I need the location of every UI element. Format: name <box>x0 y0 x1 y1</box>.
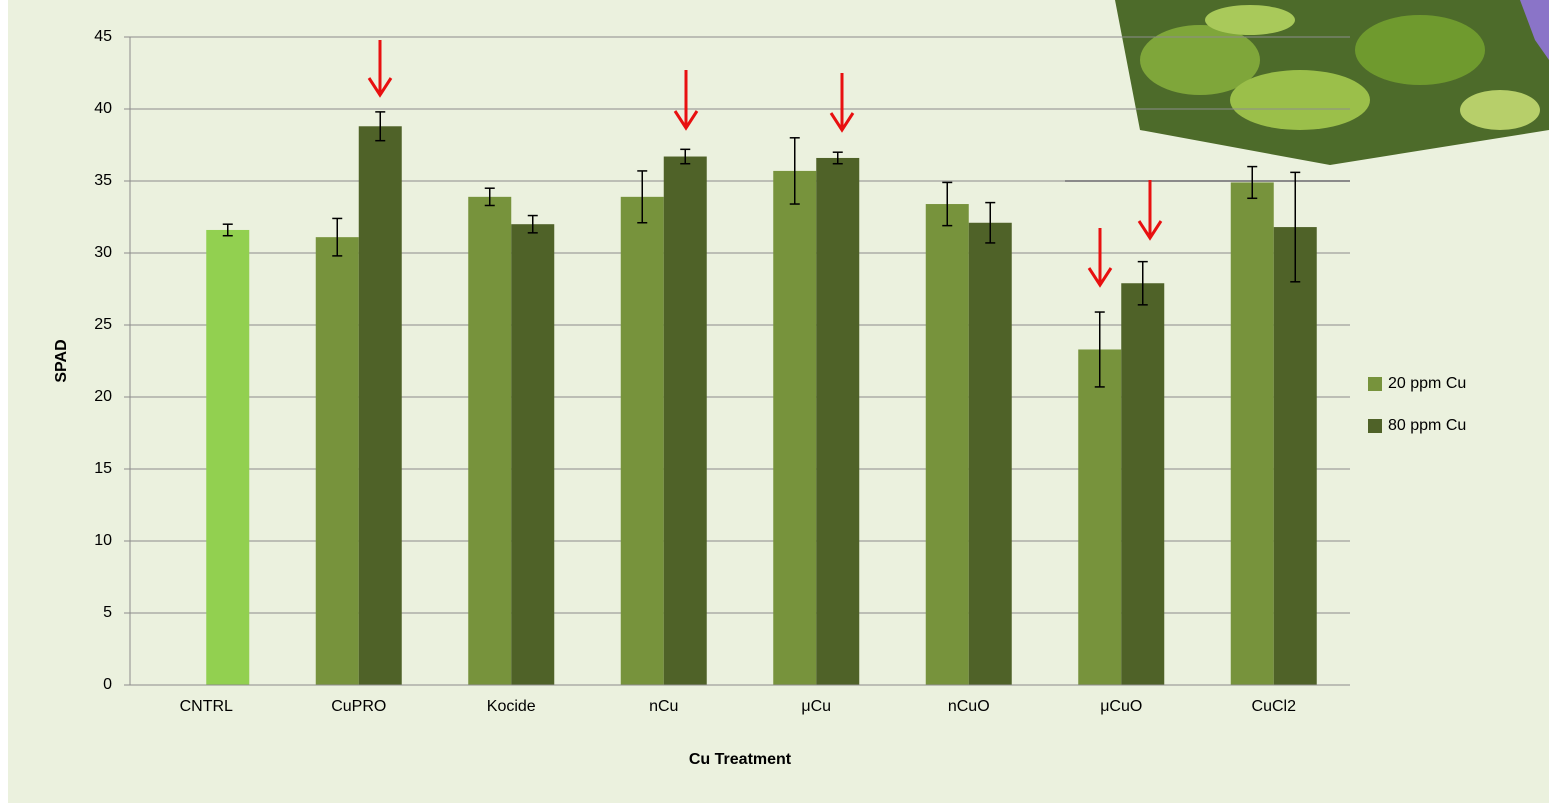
x-tick-label: CNTRL <box>180 698 233 715</box>
bar <box>968 222 1012 685</box>
bar <box>1078 349 1122 685</box>
error-bar <box>942 181 953 227</box>
legend-label: 80 ppm Cu <box>1388 417 1466 434</box>
bar <box>206 229 250 685</box>
x-tick-label: CuCl2 <box>1252 698 1297 715</box>
error-bar <box>1290 171 1301 283</box>
y-tick-label: 20 <box>94 388 112 405</box>
bar <box>1273 227 1317 685</box>
x-tick-label: nCuO <box>948 698 990 715</box>
error-bar <box>789 137 800 205</box>
y-tick-label: 40 <box>94 100 112 117</box>
bar <box>511 224 555 685</box>
error-bar <box>527 214 538 234</box>
y-tick-label: 25 <box>94 316 112 333</box>
bar <box>925 204 969 686</box>
bar <box>1121 283 1165 685</box>
y-tick-label: 45 <box>94 28 112 45</box>
legend-swatch <box>1368 419 1382 433</box>
error-bar <box>985 201 996 244</box>
x-axis-label: Cu Treatment <box>689 751 792 768</box>
bar <box>315 237 359 685</box>
bar <box>358 126 402 685</box>
y-tick-label: 30 <box>94 244 112 261</box>
annotation-arrows <box>367 40 1163 288</box>
error-bar <box>1094 311 1105 388</box>
error-bar <box>1247 165 1258 200</box>
error-bar <box>222 223 233 237</box>
legend-swatch <box>1368 377 1382 391</box>
photo <box>1115 0 1549 165</box>
bar <box>620 196 664 685</box>
y-tick-label: 0 <box>103 676 112 693</box>
error-bar <box>1137 260 1148 306</box>
bar <box>663 156 707 685</box>
y-tick-label: 10 <box>94 532 112 549</box>
error-bar <box>332 217 343 257</box>
y-tick-label: 15 <box>94 460 112 477</box>
x-tick-label: Kocide <box>487 698 536 715</box>
bar <box>816 157 860 685</box>
error-bar <box>484 187 495 207</box>
error-bar <box>375 111 386 142</box>
y-axis-label: SPAD <box>53 339 70 382</box>
x-tick-label: nCu <box>649 698 678 715</box>
y-tick-label: 35 <box>94 172 112 189</box>
x-tick-label: μCu <box>801 698 831 715</box>
x-tick-label: μCuO <box>1100 698 1142 715</box>
x-tick-label: CuPRO <box>331 698 386 715</box>
legend-label: 20 ppm Cu <box>1388 375 1466 392</box>
plot-area: 0 5 10 15 20 25 30 35 40 45 CNTRL CuPRO Kocide nCu μCu… <box>94 28 1466 715</box>
bar <box>1230 182 1274 685</box>
error-bar <box>637 170 648 224</box>
y-tick-label: 5 <box>103 604 112 621</box>
error-bar <box>680 148 691 165</box>
bar <box>773 170 817 686</box>
error-bar <box>832 151 843 165</box>
bar <box>468 196 512 685</box>
